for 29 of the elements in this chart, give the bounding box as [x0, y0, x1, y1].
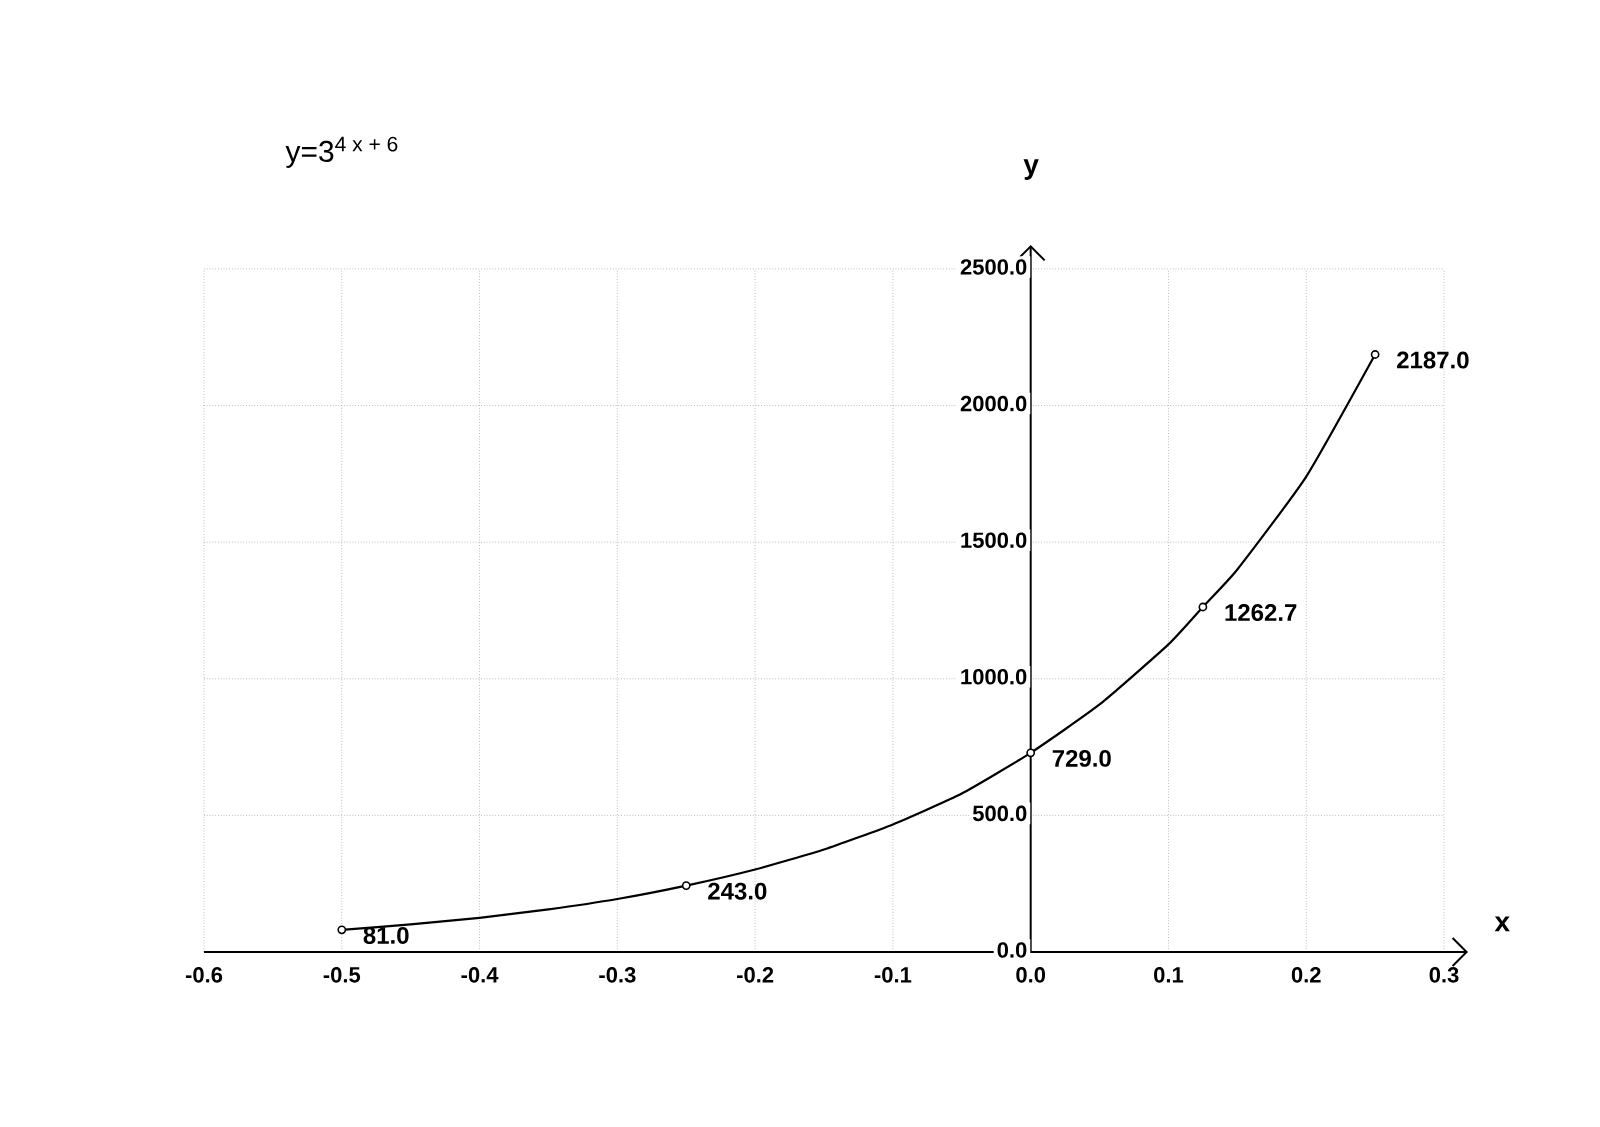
y-tick-label: 2500.0 [960, 259, 1027, 275]
data-label: 1262.7 [1225, 604, 1297, 622]
x-tick-label: -0.1 [874, 967, 912, 983]
y-tick-label: 500.0 [972, 805, 1027, 822]
y-tick-label: 1000.0 [961, 669, 1027, 685]
point [681, 881, 691, 890]
x-tick-label: 0.1 [1154, 967, 1184, 983]
x-tick-label: -0.3 [599, 967, 636, 983]
data-label: 729.0 [1052, 749, 1111, 767]
point [1370, 350, 1380, 359]
x-tick-label: -0.6 [185, 967, 223, 983]
y-axis-title: y [1023, 159, 1039, 180]
y-tick-label: 1500.0 [961, 532, 1027, 548]
x-tick-label: -0.4 [461, 967, 499, 983]
y-tick-label: 2000.0 [960, 395, 1027, 412]
point [337, 925, 347, 935]
x-tick-label: -0.5 [323, 967, 361, 983]
y-tick-label: 0.0 [997, 942, 1027, 958]
x-tick-label: -0.2 [737, 967, 774, 983]
data-label: 81.0 [363, 926, 409, 944]
data-label: 2187.0 [1397, 351, 1469, 369]
x-tick-label: 0.0 [1016, 967, 1046, 983]
x-axis-title: x [1494, 916, 1510, 932]
x-tick-label: 0.3 [1429, 967, 1459, 983]
data-label: 243.0 [708, 882, 767, 900]
point [1198, 602, 1208, 612]
point [1026, 748, 1036, 758]
chart-title: y=3$^{4 x + 6}$ [285, 136, 398, 168]
x-tick-label: 0.2 [1291, 967, 1321, 983]
